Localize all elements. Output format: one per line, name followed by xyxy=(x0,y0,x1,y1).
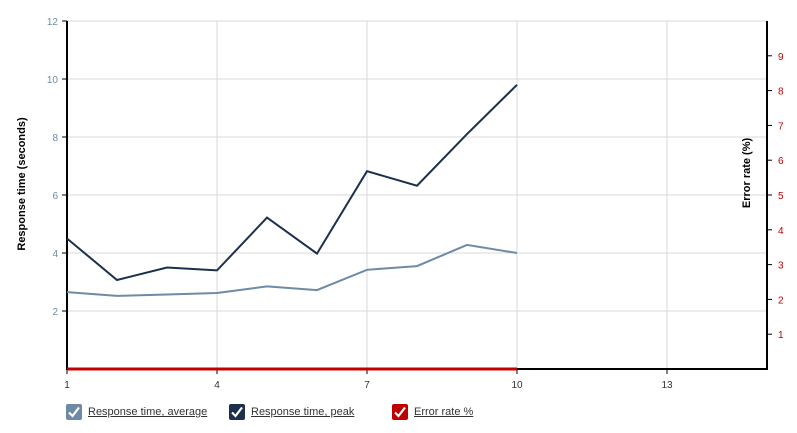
check-icon[interactable] xyxy=(392,404,408,420)
legend-item-error-rate[interactable]: Error rate % xyxy=(392,404,473,420)
y-tick-label-right: 9 xyxy=(778,52,784,63)
legend-item-peak[interactable]: Response time, peak xyxy=(229,404,354,420)
check-icon[interactable] xyxy=(229,404,245,420)
x-tick-label: 13 xyxy=(661,380,673,391)
x-tick-label: 10 xyxy=(511,380,523,391)
y-tick-label-right: 1 xyxy=(778,330,784,341)
gridlines xyxy=(67,20,767,369)
series-line-response-time-average xyxy=(66,243,518,297)
check-icon[interactable] xyxy=(66,404,82,420)
legend-label-peak[interactable]: Response time, peak xyxy=(251,406,355,418)
y-tick-label-right: 7 xyxy=(778,121,784,132)
series-lines xyxy=(66,84,518,371)
y-tick-label-right: 2 xyxy=(778,295,784,306)
y-tick-label-left: 10 xyxy=(47,75,59,86)
y-tick-label-right: 6 xyxy=(778,156,784,167)
series-line-response-time-peak xyxy=(66,84,518,282)
x-tick-label: 1 xyxy=(64,380,70,391)
legend-item-average[interactable]: Response time, average xyxy=(66,404,207,420)
legend-label-average[interactable]: Response time, average xyxy=(88,406,208,418)
y-tick-label-left: 2 xyxy=(52,307,58,318)
y-tick-label-left: 6 xyxy=(52,191,58,202)
legend-label-error-rate[interactable]: Error rate % xyxy=(414,406,474,418)
y-tick-label-left: 4 xyxy=(52,249,58,260)
legend: Response time, average Response time, pe… xyxy=(0,404,797,428)
y-axis-label-right: Error rate (%) xyxy=(741,138,753,209)
y-tick-label-left: 8 xyxy=(52,133,58,144)
y-tick-label-left: 12 xyxy=(47,17,59,28)
x-tick-label: 7 xyxy=(364,380,370,391)
x-tick-label: 4 xyxy=(214,380,220,391)
y-tick-label-right: 5 xyxy=(778,191,784,202)
y-axis-label-left: Response time (seconds) xyxy=(16,117,28,251)
y-tick-label-right: 3 xyxy=(778,261,784,272)
y-tick-label-right: 8 xyxy=(778,87,784,98)
axis-labels: Response time (seconds) Error rate (%) xyxy=(16,117,753,251)
y-tick-label-right: 4 xyxy=(778,226,784,237)
